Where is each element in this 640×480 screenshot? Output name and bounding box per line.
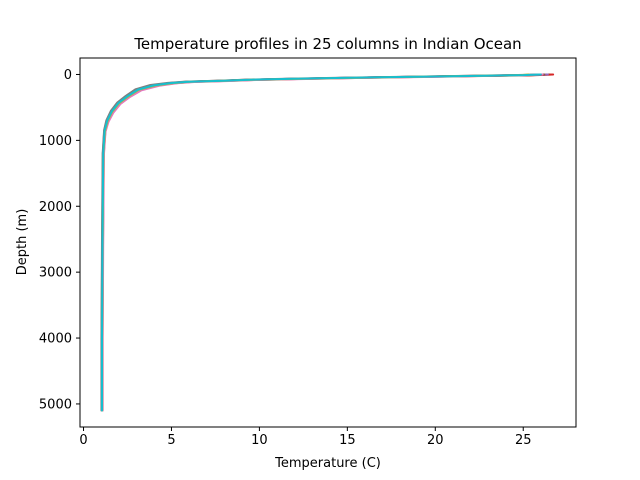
series-line-10 [100,73,542,412]
y-axis: 0 1000 2000 3000 4000 5000 [39,68,80,412]
y-tick-label: 1000 [39,134,72,149]
y-tick-label: 2000 [39,200,72,215]
x-axis-label: Temperature (C) [274,456,381,471]
y-axis-label: Depth (m) [15,209,30,276]
x-tick-label: 0 [79,433,87,448]
y-tick-label: 3000 [39,266,72,281]
x-tick-label: 15 [339,433,356,448]
plot-frame [79,57,577,428]
y-tick-label: 0 [64,68,72,83]
x-tick-label: 5 [167,433,175,448]
series-layer [100,73,555,412]
y-tick-label: 5000 [39,397,72,412]
x-axis: 0 5 10 15 20 25 [79,427,532,448]
chart-title: Temperature profiles in 25 columns in In… [133,35,521,53]
x-tick-label: 10 [251,433,268,448]
y-tick-label: 4000 [39,332,72,347]
x-tick-label: 25 [515,433,532,448]
x-tick-label: 20 [427,433,444,448]
